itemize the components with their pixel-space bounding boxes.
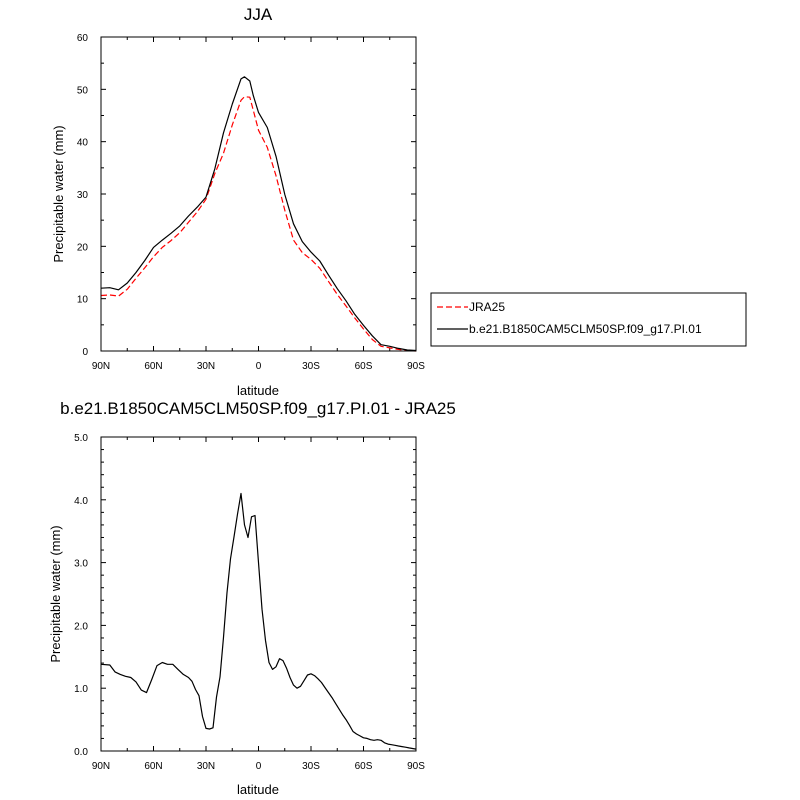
tick-labels: 90N 60N 30N 0 30S 60S 90S 0 10 20 30 40 50 60 bbox=[77, 33, 425, 372]
x-tick-label: 30S bbox=[302, 361, 320, 372]
legend-label: JRA25 bbox=[469, 300, 505, 314]
y-tick-label: 1.0 bbox=[74, 684, 88, 695]
series-line-2 bbox=[100, 76, 417, 352]
x-tick-label: 90N bbox=[92, 761, 110, 772]
chart-title: b.e21.B1850CAM5CLM50SP.f09_g17.PI.01 - J… bbox=[60, 399, 456, 418]
series-line-1 bbox=[100, 492, 417, 750]
x-tick-label: 60N bbox=[144, 361, 162, 372]
legend-box bbox=[430, 292, 747, 347]
x-tick-label: 30N bbox=[197, 761, 215, 772]
y-tick-label: 20 bbox=[77, 242, 89, 253]
x-tick-label: 60S bbox=[355, 761, 373, 772]
series-lines bbox=[100, 492, 417, 750]
legend-label: b.e21.B1850CAM5CLM50SP.f09_g17.PI.01 bbox=[469, 322, 702, 336]
y-tick-label: 60 bbox=[77, 33, 89, 44]
x-tick-label: 90S bbox=[407, 761, 425, 772]
x-tick-label: 0 bbox=[256, 361, 262, 372]
x-axis-label: latitude bbox=[237, 383, 279, 398]
tick-marks bbox=[100, 436, 417, 752]
y-tick-label: 40 bbox=[77, 138, 89, 149]
y-tick-label: 10 bbox=[77, 295, 89, 306]
series-line-1 bbox=[100, 96, 417, 352]
tick-marks bbox=[100, 36, 417, 352]
x-axis-label: latitude bbox=[237, 782, 279, 797]
y-tick-label: 5.0 bbox=[74, 433, 88, 444]
series-lines bbox=[100, 76, 417, 352]
tick-labels: 90N 60N 30N 0 30S 60S 90S 0.0 1.0 2.0 3.0 4.0 5.0 bbox=[74, 433, 425, 772]
y-tick-label: 30 bbox=[77, 190, 89, 201]
y-axis-label: Precipitable water (mm) bbox=[51, 125, 66, 262]
y-tick-label: 3.0 bbox=[74, 559, 88, 570]
x-tick-label: 30N bbox=[197, 361, 215, 372]
x-tick-label: 90N bbox=[92, 361, 110, 372]
chart-panel-top: JJA 90N 60N 30N 0 30S 60S 90S 0 10 20 30 40 50 60 lat… bbox=[51, 5, 425, 398]
plot-frame bbox=[100, 436, 417, 752]
y-tick-label: 2.0 bbox=[74, 621, 88, 632]
legend-items: JRA25 b.e21.B1850CAM5CLM50SP.f09_g17.PI.0… bbox=[437, 300, 702, 336]
chart-title: JJA bbox=[244, 5, 273, 24]
x-tick-label: 60N bbox=[144, 761, 162, 772]
y-tick-label: 0.0 bbox=[74, 747, 88, 758]
plot-frame bbox=[100, 36, 417, 352]
y-tick-label: 4.0 bbox=[74, 496, 88, 507]
y-axis-label: Precipitable water (mm) bbox=[48, 525, 63, 662]
x-tick-label: 60S bbox=[355, 361, 373, 372]
x-tick-label: 0 bbox=[256, 761, 262, 772]
legend: JRA25 b.e21.B1850CAM5CLM50SP.f09_g17.PI.0… bbox=[430, 292, 747, 347]
x-tick-label: 90S bbox=[407, 361, 425, 372]
x-tick-label: 30S bbox=[302, 761, 320, 772]
y-tick-label: 0 bbox=[82, 347, 88, 358]
y-tick-label: 50 bbox=[77, 85, 89, 96]
chart-panel-bottom: b.e21.B1850CAM5CLM50SP.f09_g17.PI.01 - J… bbox=[48, 399, 456, 797]
